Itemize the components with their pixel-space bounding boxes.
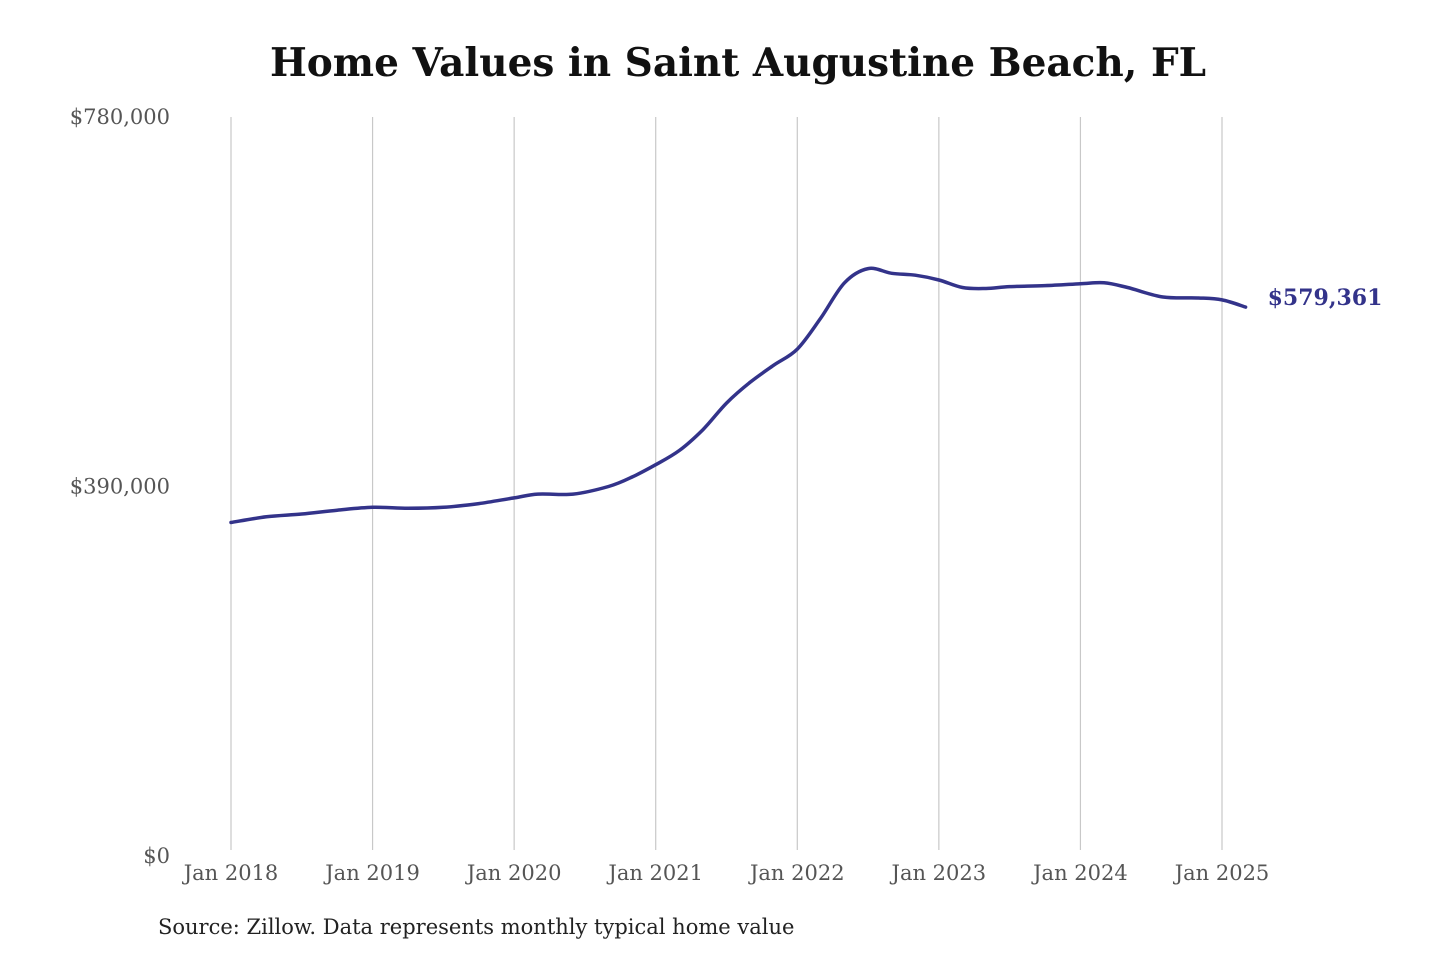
x-tick-label: Jan 2021 [606, 861, 703, 885]
x-tick-label: Jan 2024 [1031, 861, 1128, 885]
y-tick-label: $780,000 [70, 105, 170, 129]
x-tick-label: Jan 2018 [182, 861, 279, 885]
source-note: Source: Zillow. Data represents monthly … [158, 915, 795, 939]
x-axis: Jan 2018 Jan 2019 Jan 2020 Jan 2021 Jan 2022… [182, 861, 1270, 885]
x-tick-label: Jan 2020 [465, 861, 562, 885]
x-tick-label: Jan 2019 [323, 861, 420, 885]
y-tick-label: $0 [143, 844, 170, 868]
x-tick-label: Jan 2025 [1173, 861, 1270, 885]
x-tick-label: Jan 2022 [748, 861, 845, 885]
gridlines [230, 117, 1223, 850]
y-axis: $0 $390,000 $780,000 [70, 105, 170, 868]
series-line [229, 266, 1248, 525]
series-group: $579,361 [229, 266, 1383, 525]
y-tick-label: $390,000 [70, 475, 170, 499]
end-value-label: $579,361 [1268, 285, 1383, 311]
x-tick-label: Jan 2023 [890, 861, 987, 885]
chart-title: Home Values in Saint Augustine Beach, FL [269, 40, 1207, 86]
